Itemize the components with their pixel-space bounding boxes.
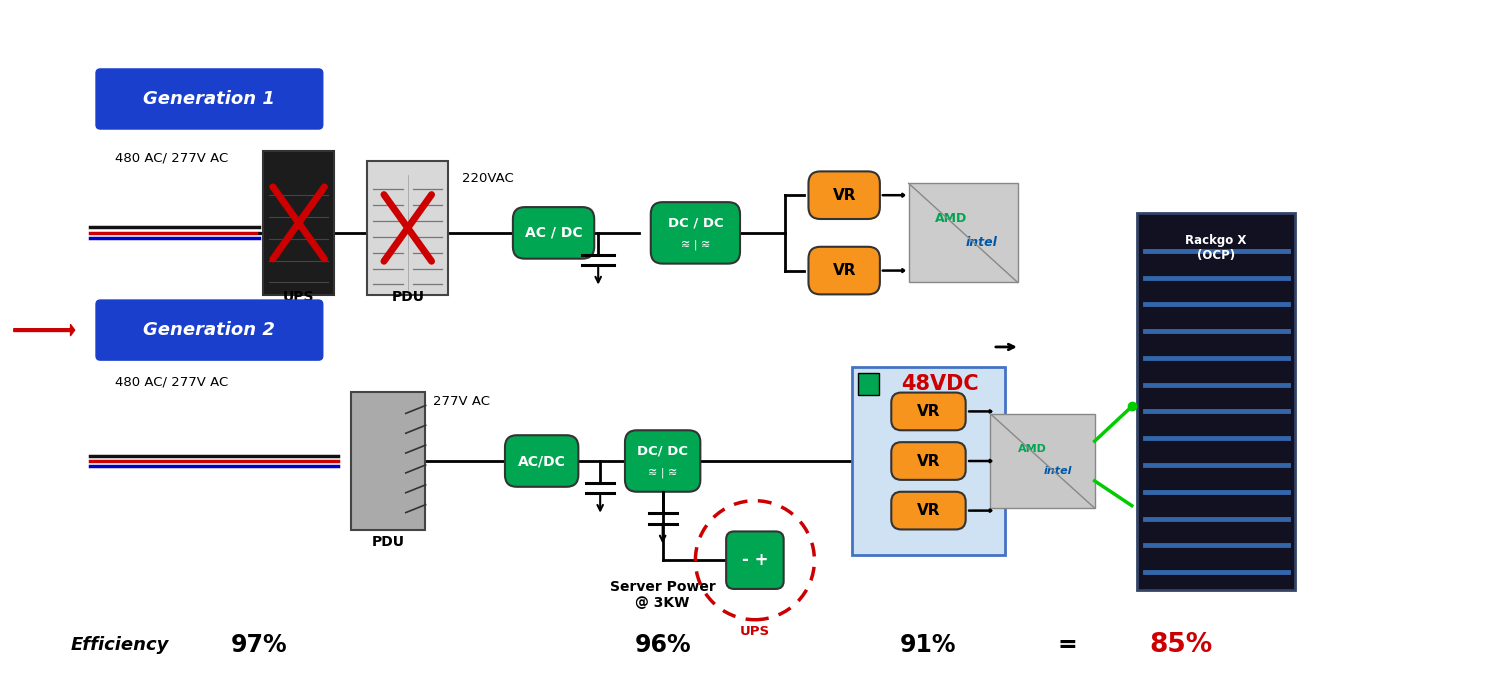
- Text: AC/DC: AC/DC: [517, 454, 565, 468]
- Text: ≋ | ≋: ≋ | ≋: [681, 239, 711, 250]
- Bar: [852, 367, 1005, 555]
- Bar: [263, 151, 335, 295]
- Text: ≋ | ≋: ≋ | ≋: [648, 468, 678, 478]
- Text: 220VAC: 220VAC: [462, 172, 515, 185]
- FancyBboxPatch shape: [891, 442, 965, 480]
- Text: VR: VR: [916, 404, 940, 419]
- Text: AMD: AMD: [1019, 444, 1047, 454]
- Text: DC/ DC: DC/ DC: [636, 445, 688, 458]
- Text: 480 AC/ 277V AC: 480 AC/ 277V AC: [114, 375, 229, 388]
- FancyBboxPatch shape: [513, 207, 595, 258]
- Text: Generation 2: Generation 2: [143, 321, 275, 339]
- FancyBboxPatch shape: [726, 531, 784, 589]
- Text: DC / DC: DC / DC: [668, 216, 723, 229]
- Bar: [1136, 213, 1295, 590]
- FancyBboxPatch shape: [891, 492, 965, 529]
- FancyBboxPatch shape: [809, 171, 880, 219]
- Bar: [909, 183, 1017, 282]
- Bar: [990, 414, 1094, 508]
- Text: VR: VR: [916, 503, 940, 518]
- Text: Generation 1: Generation 1: [143, 90, 275, 108]
- Text: PDU: PDU: [372, 535, 404, 549]
- FancyBboxPatch shape: [809, 247, 880, 295]
- Text: 96%: 96%: [635, 632, 691, 657]
- Text: =: =: [1057, 632, 1077, 657]
- Text: 277V AC: 277V AC: [433, 395, 489, 408]
- FancyBboxPatch shape: [95, 299, 324, 361]
- Text: PDU: PDU: [391, 291, 424, 304]
- Bar: [367, 161, 449, 295]
- Text: UPS: UPS: [283, 291, 314, 304]
- Text: intel: intel: [1044, 466, 1072, 476]
- Text: VR: VR: [916, 454, 940, 469]
- Text: 480 AC/ 277V AC: 480 AC/ 277V AC: [114, 152, 229, 165]
- FancyBboxPatch shape: [95, 68, 324, 130]
- Text: VR: VR: [833, 263, 857, 278]
- Text: - +: - +: [742, 551, 769, 569]
- Text: intel: intel: [965, 236, 996, 250]
- Text: AMD: AMD: [935, 211, 968, 224]
- FancyBboxPatch shape: [506, 435, 578, 487]
- FancyBboxPatch shape: [625, 430, 700, 492]
- Text: 97%: 97%: [230, 632, 287, 657]
- FancyBboxPatch shape: [651, 202, 741, 264]
- Text: Server Power
@ 3KW: Server Power @ 3KW: [610, 580, 715, 610]
- Text: Efficiency: Efficiency: [70, 636, 170, 653]
- Bar: [858, 373, 879, 395]
- Bar: [351, 391, 425, 531]
- Text: 48VDC: 48VDC: [901, 374, 980, 394]
- Text: UPS: UPS: [741, 625, 770, 638]
- Text: Rackgo X
(OCP): Rackgo X (OCP): [1185, 234, 1246, 262]
- Text: 85%: 85%: [1149, 632, 1213, 657]
- Text: AC / DC: AC / DC: [525, 226, 583, 240]
- Text: 91%: 91%: [900, 632, 956, 657]
- Text: VR: VR: [833, 188, 857, 203]
- FancyBboxPatch shape: [891, 393, 965, 430]
